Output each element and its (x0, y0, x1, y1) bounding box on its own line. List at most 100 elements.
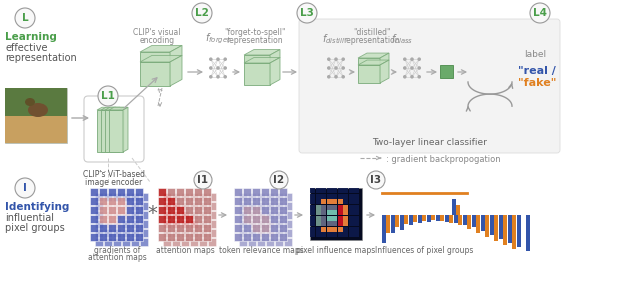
Polygon shape (358, 60, 389, 65)
Bar (104, 229, 112, 237)
Bar (239, 220, 247, 228)
Polygon shape (109, 110, 123, 152)
Text: "fake": "fake" (518, 78, 556, 88)
Bar (257, 211, 265, 219)
Bar (343, 205, 348, 210)
Bar (176, 206, 184, 214)
Bar (337, 226, 342, 232)
Bar (261, 197, 269, 205)
Bar (284, 202, 292, 210)
Bar (108, 224, 116, 232)
Bar (203, 188, 211, 196)
Bar (343, 232, 348, 237)
Bar (185, 197, 193, 205)
Text: pixel groups: pixel groups (5, 223, 65, 233)
Bar (176, 188, 184, 196)
Bar (90, 197, 98, 205)
Bar (104, 238, 112, 246)
Bar (261, 233, 269, 241)
Bar (190, 193, 198, 201)
Bar (337, 199, 342, 204)
Bar (316, 216, 321, 221)
Circle shape (403, 66, 406, 70)
Bar (321, 210, 326, 215)
Bar (321, 232, 326, 237)
Text: ...: ... (97, 164, 108, 174)
Circle shape (216, 66, 220, 70)
Bar (343, 193, 348, 199)
Bar (185, 224, 193, 232)
Bar (248, 220, 256, 228)
Bar (321, 188, 326, 193)
Bar (243, 188, 251, 196)
Bar (354, 193, 359, 199)
Bar (404, 215, 408, 224)
Bar (279, 224, 287, 232)
Bar (332, 221, 337, 226)
Bar (316, 226, 321, 232)
Bar (316, 210, 321, 215)
Bar (99, 224, 107, 232)
Circle shape (192, 3, 212, 23)
Bar (234, 206, 242, 214)
Bar (332, 210, 337, 215)
Bar (257, 202, 265, 210)
Bar (252, 197, 260, 205)
Bar (316, 205, 321, 210)
Bar (108, 206, 116, 214)
Circle shape (334, 75, 338, 79)
Bar (95, 229, 103, 237)
Circle shape (334, 57, 338, 61)
Bar (126, 206, 134, 214)
Bar (163, 211, 171, 219)
Bar (248, 238, 256, 246)
Bar (326, 221, 332, 226)
Bar (239, 202, 247, 210)
Bar (499, 215, 503, 239)
Polygon shape (358, 65, 380, 83)
Polygon shape (380, 60, 389, 83)
Bar (261, 188, 269, 196)
Bar (332, 205, 337, 210)
Bar (104, 220, 112, 228)
Bar (176, 215, 184, 223)
Bar (99, 206, 107, 214)
Bar (172, 238, 180, 246)
Circle shape (209, 75, 212, 79)
Bar (436, 215, 440, 221)
Bar (172, 202, 180, 210)
Bar (449, 215, 453, 223)
Bar (400, 215, 404, 230)
Circle shape (417, 66, 421, 70)
Text: gradients of: gradients of (94, 246, 140, 255)
Bar (113, 211, 121, 219)
Bar (316, 188, 321, 193)
Bar (199, 229, 207, 237)
Polygon shape (244, 55, 270, 63)
Bar (234, 224, 242, 232)
Bar (95, 211, 103, 219)
Bar (208, 202, 216, 210)
Bar (167, 224, 175, 232)
Polygon shape (140, 55, 182, 62)
Bar (354, 210, 359, 215)
Bar (181, 229, 189, 237)
Bar (234, 197, 242, 205)
Bar (284, 193, 292, 201)
Bar (343, 188, 348, 193)
Bar (326, 216, 332, 221)
Bar (279, 215, 287, 223)
Bar (163, 220, 171, 228)
Bar (349, 188, 354, 193)
Bar (90, 233, 98, 241)
Bar (158, 224, 166, 232)
Bar (266, 220, 274, 228)
Bar (440, 65, 453, 78)
Bar (354, 221, 359, 226)
Bar (326, 199, 332, 204)
Bar (454, 215, 458, 223)
Ellipse shape (28, 103, 48, 117)
Circle shape (417, 57, 421, 61)
Bar (485, 215, 489, 237)
Bar (337, 193, 342, 199)
